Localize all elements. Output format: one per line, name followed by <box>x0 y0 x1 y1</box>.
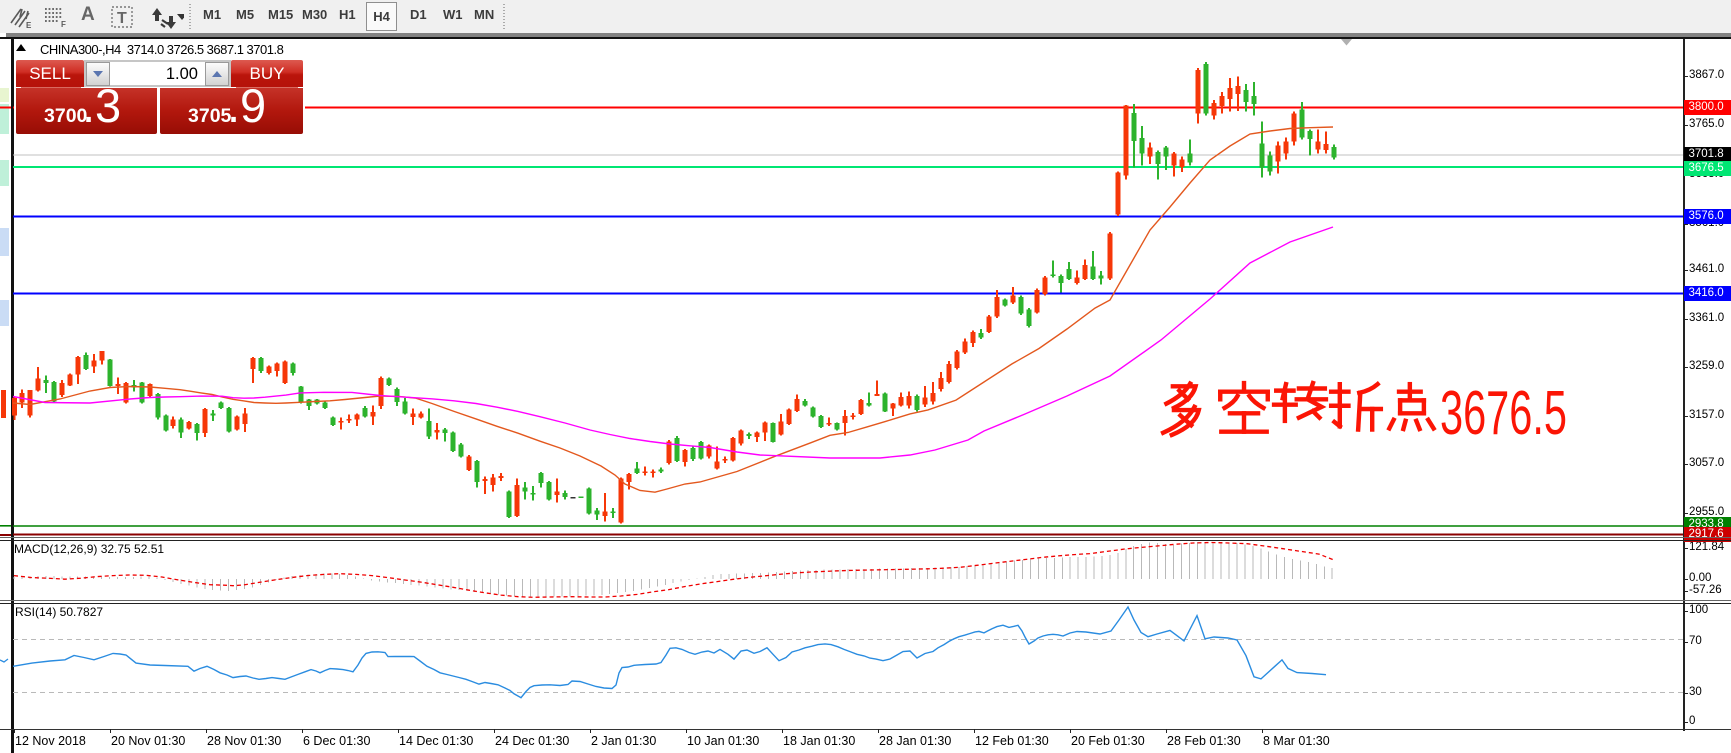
svg-text:F: F <box>61 20 66 29</box>
svg-text:3676.5: 3676.5 <box>1440 379 1567 448</box>
svg-text:T: T <box>117 10 127 27</box>
svg-text:E: E <box>26 21 32 29</box>
